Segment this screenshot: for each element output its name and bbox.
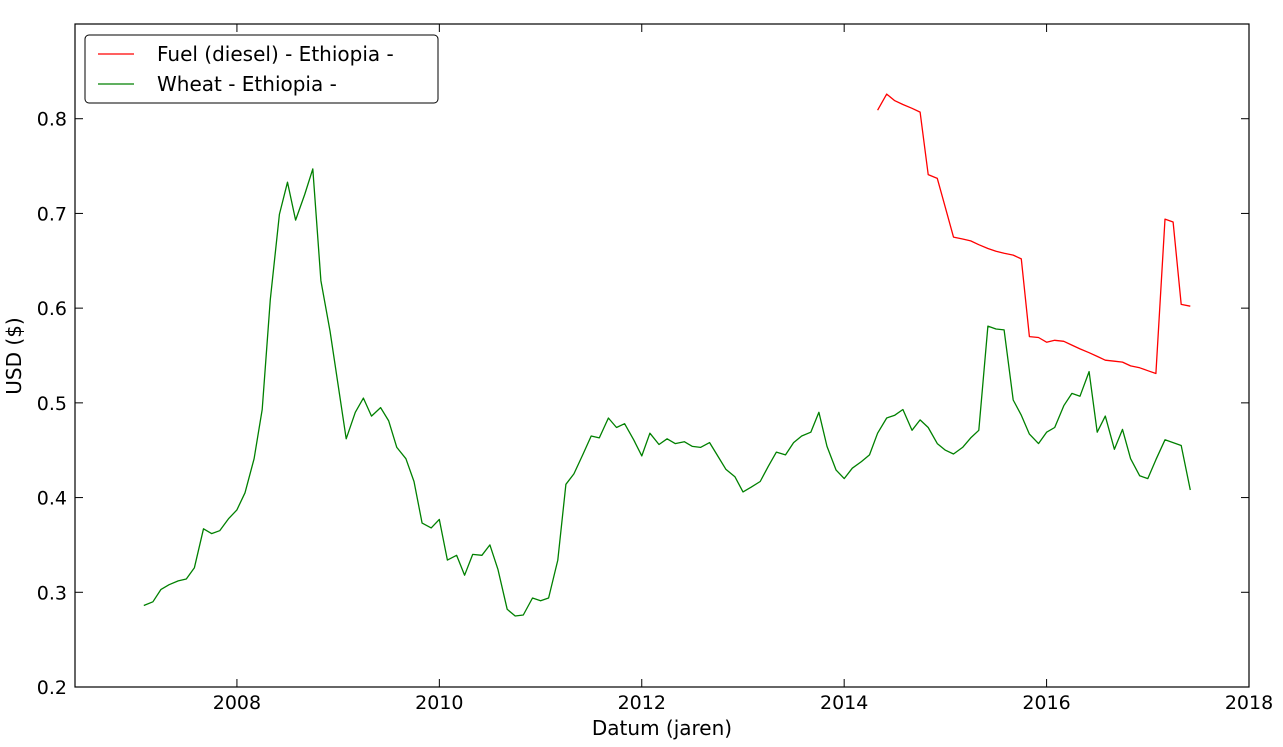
series-lines xyxy=(143,93,1191,617)
y-tick-label: 0.7 xyxy=(37,203,67,225)
plot-frame xyxy=(74,23,1250,688)
series-line-wheat xyxy=(143,168,1191,617)
y-axis-label: USD ($) xyxy=(2,317,26,394)
y-tick-label: 0.8 xyxy=(37,109,67,131)
y-tick-label: 0.2 xyxy=(37,677,67,699)
y-tick-label: 0.4 xyxy=(37,488,67,510)
legend-box xyxy=(84,34,439,104)
y-tick-label: 0.6 xyxy=(37,298,67,320)
legend-label-fuel: Fuel (diesel) - Ethiopia - xyxy=(157,42,394,66)
x-tick-label: 2014 xyxy=(820,692,868,714)
legend: Fuel (diesel) - Ethiopia - Wheat - Ethio… xyxy=(84,34,439,104)
axis-ticks: 2008 2010 2012 2014 2016 2018 0.2 0.3 0.4 0.5 0.6 0… xyxy=(37,24,1273,714)
legend-label-wheat: Wheat - Ethiopia - xyxy=(157,72,337,96)
x-tick-label: 2010 xyxy=(415,692,463,714)
x-tick-label: 2016 xyxy=(1022,692,1070,714)
y-tick-label: 0.3 xyxy=(37,582,67,604)
x-tick-label: 2018 xyxy=(1225,692,1273,714)
series-line-fuel-diesel xyxy=(877,93,1191,375)
x-axis-label: Datum (jaren) xyxy=(592,716,732,740)
y-tick-label: 0.5 xyxy=(37,393,67,415)
x-tick-label: 2008 xyxy=(213,692,261,714)
x-tick-label: 2012 xyxy=(618,692,666,714)
